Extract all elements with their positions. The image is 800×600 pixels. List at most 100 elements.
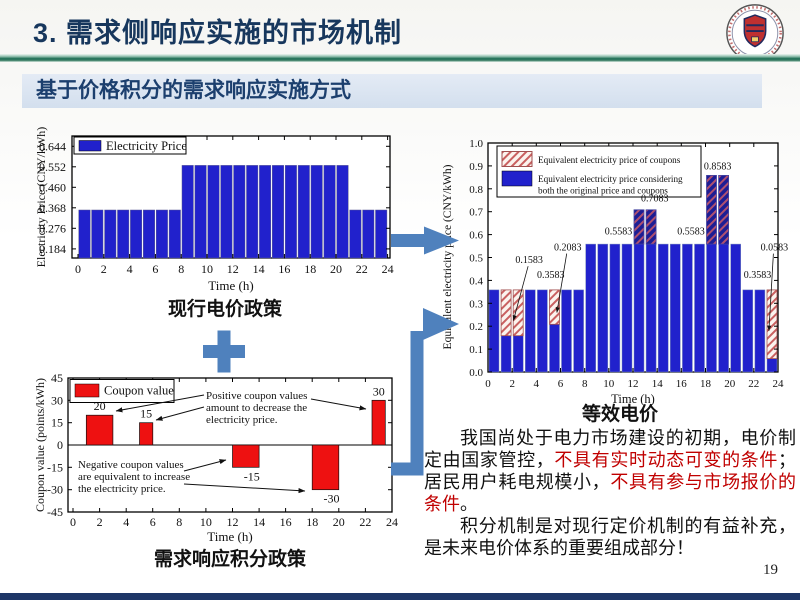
svg-text:electricity price.: electricity price. xyxy=(206,414,278,426)
svg-text:Coupon value: Coupon value xyxy=(104,384,174,398)
svg-text:-30: -30 xyxy=(47,483,63,497)
svg-text:2: 2 xyxy=(509,378,515,390)
svg-text:0.7083: 0.7083 xyxy=(641,193,669,204)
svg-text:16: 16 xyxy=(280,515,292,529)
svg-text:14: 14 xyxy=(652,378,664,390)
svg-text:1.0: 1.0 xyxy=(469,138,483,150)
svg-text:18: 18 xyxy=(304,262,316,276)
svg-text:30: 30 xyxy=(51,393,63,407)
svg-text:12: 12 xyxy=(227,262,239,276)
svg-text:0.1583: 0.1583 xyxy=(515,255,543,266)
svg-text:0: 0 xyxy=(485,378,491,390)
svg-text:-15: -15 xyxy=(47,460,63,474)
svg-text:6: 6 xyxy=(150,515,156,529)
caption-equivalent-price: 等效电价 xyxy=(581,404,658,425)
svg-text:20: 20 xyxy=(330,262,342,276)
svg-text:0.4: 0.4 xyxy=(469,275,483,287)
svg-text:Equivalent electricity price c: Equivalent electricity price considering xyxy=(538,174,683,184)
svg-text:are equivalent to increase: are equivalent to increase xyxy=(78,471,190,483)
svg-text:Equivalent electricity price o: Equivalent electricity price of coupons xyxy=(538,155,681,165)
svg-text:0.0: 0.0 xyxy=(469,367,483,379)
svg-text:Positive coupon values: Positive coupon values xyxy=(206,390,307,402)
svg-text:15: 15 xyxy=(140,407,152,421)
svg-text:0.6: 0.6 xyxy=(469,230,483,242)
svg-text:Electricity Price: Electricity Price xyxy=(106,139,187,153)
svg-text:0.5583: 0.5583 xyxy=(605,227,633,238)
svg-text:10: 10 xyxy=(201,262,213,276)
svg-text:12: 12 xyxy=(628,378,639,390)
svg-text:24: 24 xyxy=(773,378,785,390)
university-emblem-icon xyxy=(726,4,784,62)
svg-text:0.0583: 0.0583 xyxy=(761,243,789,254)
svg-text:2: 2 xyxy=(97,515,103,529)
svg-text:0.8583: 0.8583 xyxy=(704,161,732,172)
svg-text:0.5: 0.5 xyxy=(469,253,483,265)
svg-text:6: 6 xyxy=(152,262,158,276)
svg-text:16: 16 xyxy=(676,378,688,390)
svg-text:Negative coupon values: Negative coupon values xyxy=(78,459,184,471)
caption-coupon-policy: 需求响应积分政策 xyxy=(153,549,306,570)
svg-text:both the original price and co: both the original price and coupons xyxy=(538,186,668,196)
svg-text:-45: -45 xyxy=(47,505,63,519)
svg-text:0: 0 xyxy=(70,515,76,529)
svg-text:14: 14 xyxy=(253,262,265,276)
university-logo xyxy=(724,2,786,64)
svg-text:8: 8 xyxy=(582,378,588,390)
svg-text:2: 2 xyxy=(101,262,107,276)
svg-text:18: 18 xyxy=(700,378,712,390)
svg-text:18: 18 xyxy=(306,515,318,529)
svg-text:0.1: 0.1 xyxy=(469,344,483,356)
analysis-paragraph-1: 我国尚处于电力市场建设的初期，电价制定由国家管控，不具有实时动态可变的条件；居民… xyxy=(424,428,797,514)
svg-text:0.460: 0.460 xyxy=(39,180,66,194)
equivalent-price-chart: 0 2 4 6 8 10 12 14 16 18 20 22 240.00.10.20.30.40.50… xyxy=(442,138,788,406)
svg-text:24: 24 xyxy=(386,515,398,529)
electricity-price-chart: 0 2 4 6 8 10 12 14 16 18 20 22 240.1840.2760.3680.46… xyxy=(34,127,394,293)
svg-text:0.644: 0.644 xyxy=(39,139,66,153)
svg-text:4: 4 xyxy=(127,262,133,276)
svg-text:30: 30 xyxy=(373,384,385,398)
svg-text:0.3: 0.3 xyxy=(469,298,483,310)
svg-text:0.8: 0.8 xyxy=(469,184,483,196)
svg-text:22: 22 xyxy=(359,515,371,529)
flow-plus-icon xyxy=(203,330,245,373)
flow-arrow-elbow-icon xyxy=(391,308,459,476)
svg-text:0.7: 0.7 xyxy=(469,207,483,219)
svg-text:-15: -15 xyxy=(244,469,260,483)
svg-text:20: 20 xyxy=(333,515,345,529)
svg-text:-30: -30 xyxy=(324,492,340,506)
svg-text:0.3583: 0.3583 xyxy=(537,270,565,281)
caption-current-price-policy: 现行电价政策 xyxy=(167,299,282,320)
svg-text:20: 20 xyxy=(724,378,736,390)
svg-text:Coupon value (points/kWh): Coupon value (points/kWh) xyxy=(33,378,47,512)
svg-text:0: 0 xyxy=(75,262,81,276)
analysis-text: 我国尚处于电力市场建设的初期，电价制定由国家管控，不具有实时动态可变的条件；居民… xyxy=(424,427,796,559)
svg-text:14: 14 xyxy=(253,515,265,529)
svg-text:0.276: 0.276 xyxy=(39,221,66,235)
svg-text:0.5583: 0.5583 xyxy=(677,227,705,238)
svg-text:15: 15 xyxy=(51,416,63,430)
svg-text:0.3583: 0.3583 xyxy=(744,270,772,281)
svg-text:0: 0 xyxy=(57,438,63,452)
svg-text:0.2083: 0.2083 xyxy=(554,243,582,254)
svg-text:Electricity Price (CNY/kWh): Electricity Price (CNY/kWh) xyxy=(34,127,48,268)
svg-text:8: 8 xyxy=(176,515,182,529)
svg-text:24: 24 xyxy=(382,262,394,276)
svg-text:Equivalent electricity price (: Equivalent electricity price (CNY/kWh) xyxy=(442,164,454,349)
svg-text:45: 45 xyxy=(51,371,63,385)
svg-text:Time (h): Time (h) xyxy=(208,278,253,293)
svg-text:amount to decrease the: amount to decrease the xyxy=(206,402,307,414)
analysis-paragraph-2: 积分机制是对现行定价机制的有益补充，是未来电价体系的重要组成部分！ xyxy=(424,516,796,558)
svg-text:6: 6 xyxy=(558,378,564,390)
svg-text:0.552: 0.552 xyxy=(39,160,66,174)
page-title: 3. 需求侧响应实施的市场机制 xyxy=(33,18,403,48)
svg-text:12: 12 xyxy=(227,515,239,529)
svg-text:0.9: 0.9 xyxy=(469,161,483,173)
svg-text:8: 8 xyxy=(178,262,184,276)
footer-bar xyxy=(0,593,800,600)
svg-text:22: 22 xyxy=(356,262,368,276)
flow-arrow-top-icon xyxy=(391,226,459,255)
page-number: 19 xyxy=(763,562,778,578)
svg-text:the electricity price.: the electricity price. xyxy=(78,483,166,495)
